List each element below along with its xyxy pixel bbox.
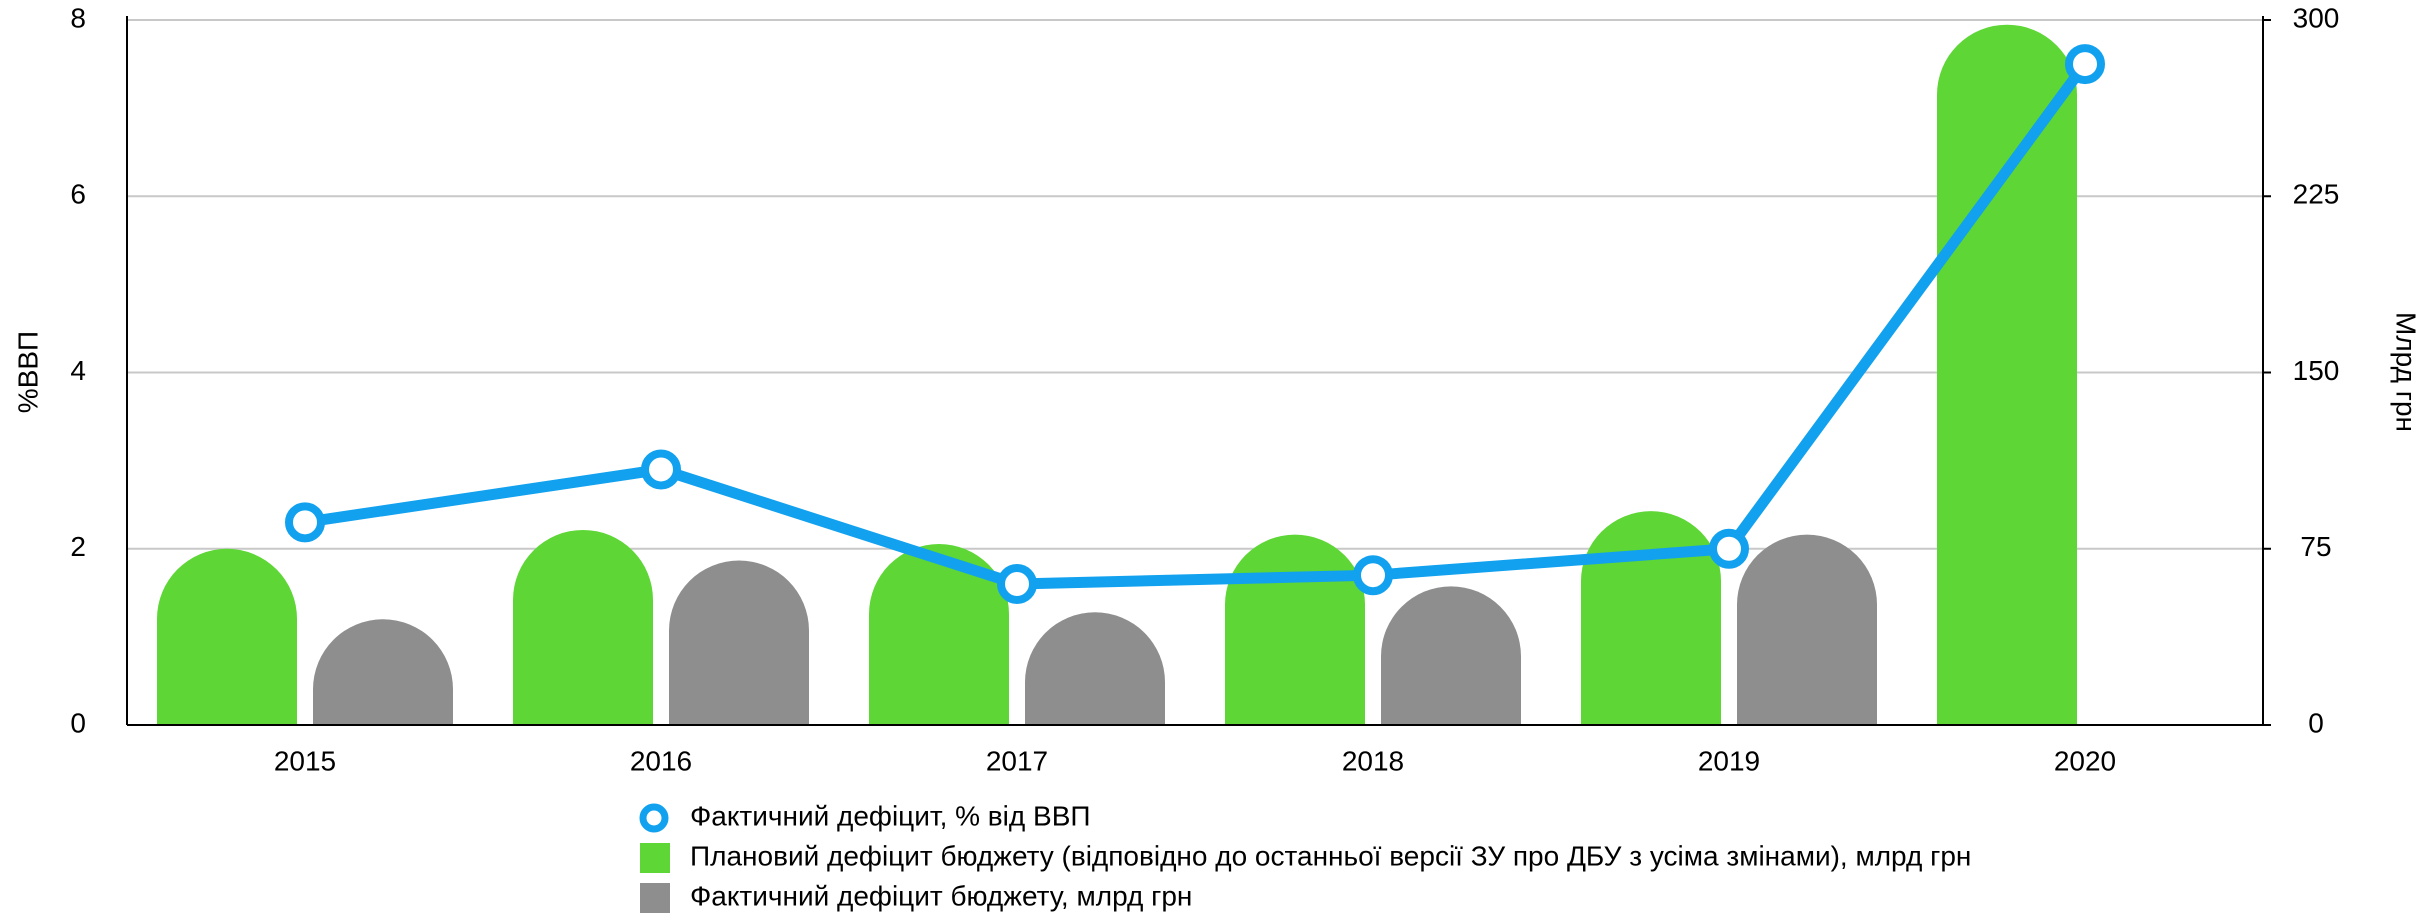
bars xyxy=(157,24,2077,725)
legend-label: Фактичний дефіцит, % від ВВП xyxy=(690,800,1091,831)
legend-marker xyxy=(640,843,670,873)
line-marker xyxy=(997,564,1037,604)
bar xyxy=(869,544,1009,725)
legend-marker xyxy=(640,883,670,913)
bar xyxy=(157,548,297,725)
bar xyxy=(1025,612,1165,725)
y2-tick-label: 0 xyxy=(2308,707,2324,738)
x-tick-label: 2016 xyxy=(630,745,692,776)
x-tick-label: 2015 xyxy=(274,745,336,776)
bar xyxy=(313,619,453,725)
line-marker xyxy=(285,502,325,543)
y-tick-label: 4 xyxy=(70,355,86,386)
y-tick-label: 0 xyxy=(70,707,86,738)
bar xyxy=(513,529,653,725)
y2-axis-label: Млрд грн xyxy=(2391,312,2422,432)
y2-tick-label: 300 xyxy=(2293,2,2340,33)
line xyxy=(304,60,2090,590)
x-tick-label: 2018 xyxy=(1342,745,1404,776)
bar xyxy=(1381,586,1521,725)
bar xyxy=(1937,24,2077,725)
legend-marker xyxy=(639,803,669,833)
line-marker xyxy=(641,449,681,490)
y2-tick-label: 225 xyxy=(2293,179,2340,210)
x-tick-label: 2017 xyxy=(986,745,1048,776)
y-tick-label: 6 xyxy=(70,179,86,210)
y-tick-label: 2 xyxy=(70,531,86,562)
y2-tick-label: 75 xyxy=(2300,531,2331,562)
y-tick-label: 8 xyxy=(70,2,86,33)
bar xyxy=(1581,511,1721,725)
bar xyxy=(1225,534,1365,725)
bar xyxy=(1737,534,1877,725)
bar xyxy=(669,560,809,725)
y2-tick-label: 150 xyxy=(2293,355,2340,386)
line-marker xyxy=(1353,555,1393,596)
legend-label: Фактичний дефіцит бюджету, млрд грн xyxy=(690,880,1192,911)
line-marker xyxy=(1709,528,1749,569)
line-marker xyxy=(2065,44,2105,85)
legend-label: Плановий дефіцит бюджету (відповідно до … xyxy=(690,840,1971,871)
x-tick-label: 2019 xyxy=(1698,745,1760,776)
y-axis-label: %ВВП xyxy=(12,331,43,413)
x-tick-label: 2020 xyxy=(2054,745,2116,776)
